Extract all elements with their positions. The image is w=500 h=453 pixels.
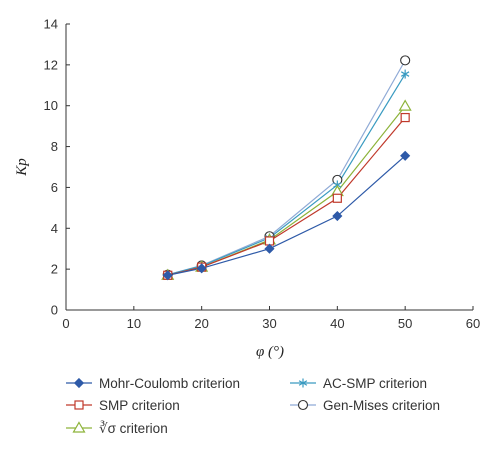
series-layer — [161, 55, 412, 281]
legend-marker — [72, 421, 86, 433]
series-markers-0 — [162, 150, 411, 281]
x-tick-label: 40 — [330, 316, 344, 331]
data-point — [400, 150, 411, 161]
series-markers-3 — [163, 69, 410, 280]
series-markers-2 — [161, 99, 412, 280]
series-line — [167, 117, 406, 276]
legend-label: AC-SMP criterion — [323, 376, 427, 391]
x-tick-label: 20 — [194, 316, 208, 331]
legend-item-2: ∛σ criterion — [66, 420, 168, 436]
y-tick-label: 14 — [44, 17, 58, 32]
data-point — [196, 263, 207, 274]
legend-item-0: Mohr-Coulomb criterion — [66, 376, 240, 391]
y-tick-label: 10 — [44, 98, 58, 113]
data-point — [400, 55, 411, 66]
series-line — [167, 73, 406, 276]
y-tick-label: 8 — [51, 139, 58, 154]
series-markers-4 — [162, 55, 411, 280]
legend-item-3: AC-SMP criterion — [290, 376, 427, 391]
y-tick-label: 0 — [51, 303, 58, 318]
data-point — [400, 112, 410, 123]
legend-marker — [298, 378, 308, 388]
legend-marker — [74, 400, 84, 410]
legend-label: Mohr-Coulomb criterion — [99, 376, 240, 391]
series-1 — [167, 117, 406, 276]
series-0 — [167, 155, 406, 276]
y-axis-title: Kp — [14, 158, 30, 177]
x-tick-label: 60 — [466, 316, 480, 331]
data-point — [162, 270, 173, 281]
data-point — [332, 210, 343, 222]
y-tick-label: 4 — [51, 221, 58, 236]
x-axis-title: φ (°) — [256, 344, 284, 360]
data-point — [264, 243, 275, 254]
series-3 — [167, 73, 406, 276]
legend-item-1: SMP criterion — [66, 398, 180, 413]
legend-marker — [297, 399, 309, 411]
data-point — [400, 69, 410, 79]
data-point — [332, 193, 342, 203]
series-line — [167, 60, 406, 276]
legend-label: SMP criterion — [99, 398, 180, 413]
legend-item-4: Gen-Mises criterion — [290, 398, 440, 413]
x-tick-label: 10 — [127, 316, 141, 331]
data-point — [398, 99, 412, 111]
legend-label: Gen-Mises criterion — [323, 398, 440, 413]
series-line — [167, 155, 406, 276]
series-4 — [167, 60, 406, 276]
x-tick-label: 30 — [262, 316, 276, 331]
legend-marker — [73, 377, 85, 389]
x-tick-label: 50 — [398, 316, 412, 331]
legend: Mohr-Coulomb criterion SMP criterion ∛σ cr… — [66, 376, 440, 436]
series-markers-1 — [163, 112, 410, 280]
x-tick-label: 0 — [62, 316, 69, 331]
y-tick-label: 2 — [51, 262, 58, 277]
y-tick-label: 12 — [44, 57, 58, 72]
axes: 0 10 20 30 40 50 60 0 2 4 6 8 10 12 14 — [44, 17, 481, 332]
legend-label: ∛σ criterion — [99, 420, 168, 436]
y-tick-label: 6 — [51, 180, 58, 195]
